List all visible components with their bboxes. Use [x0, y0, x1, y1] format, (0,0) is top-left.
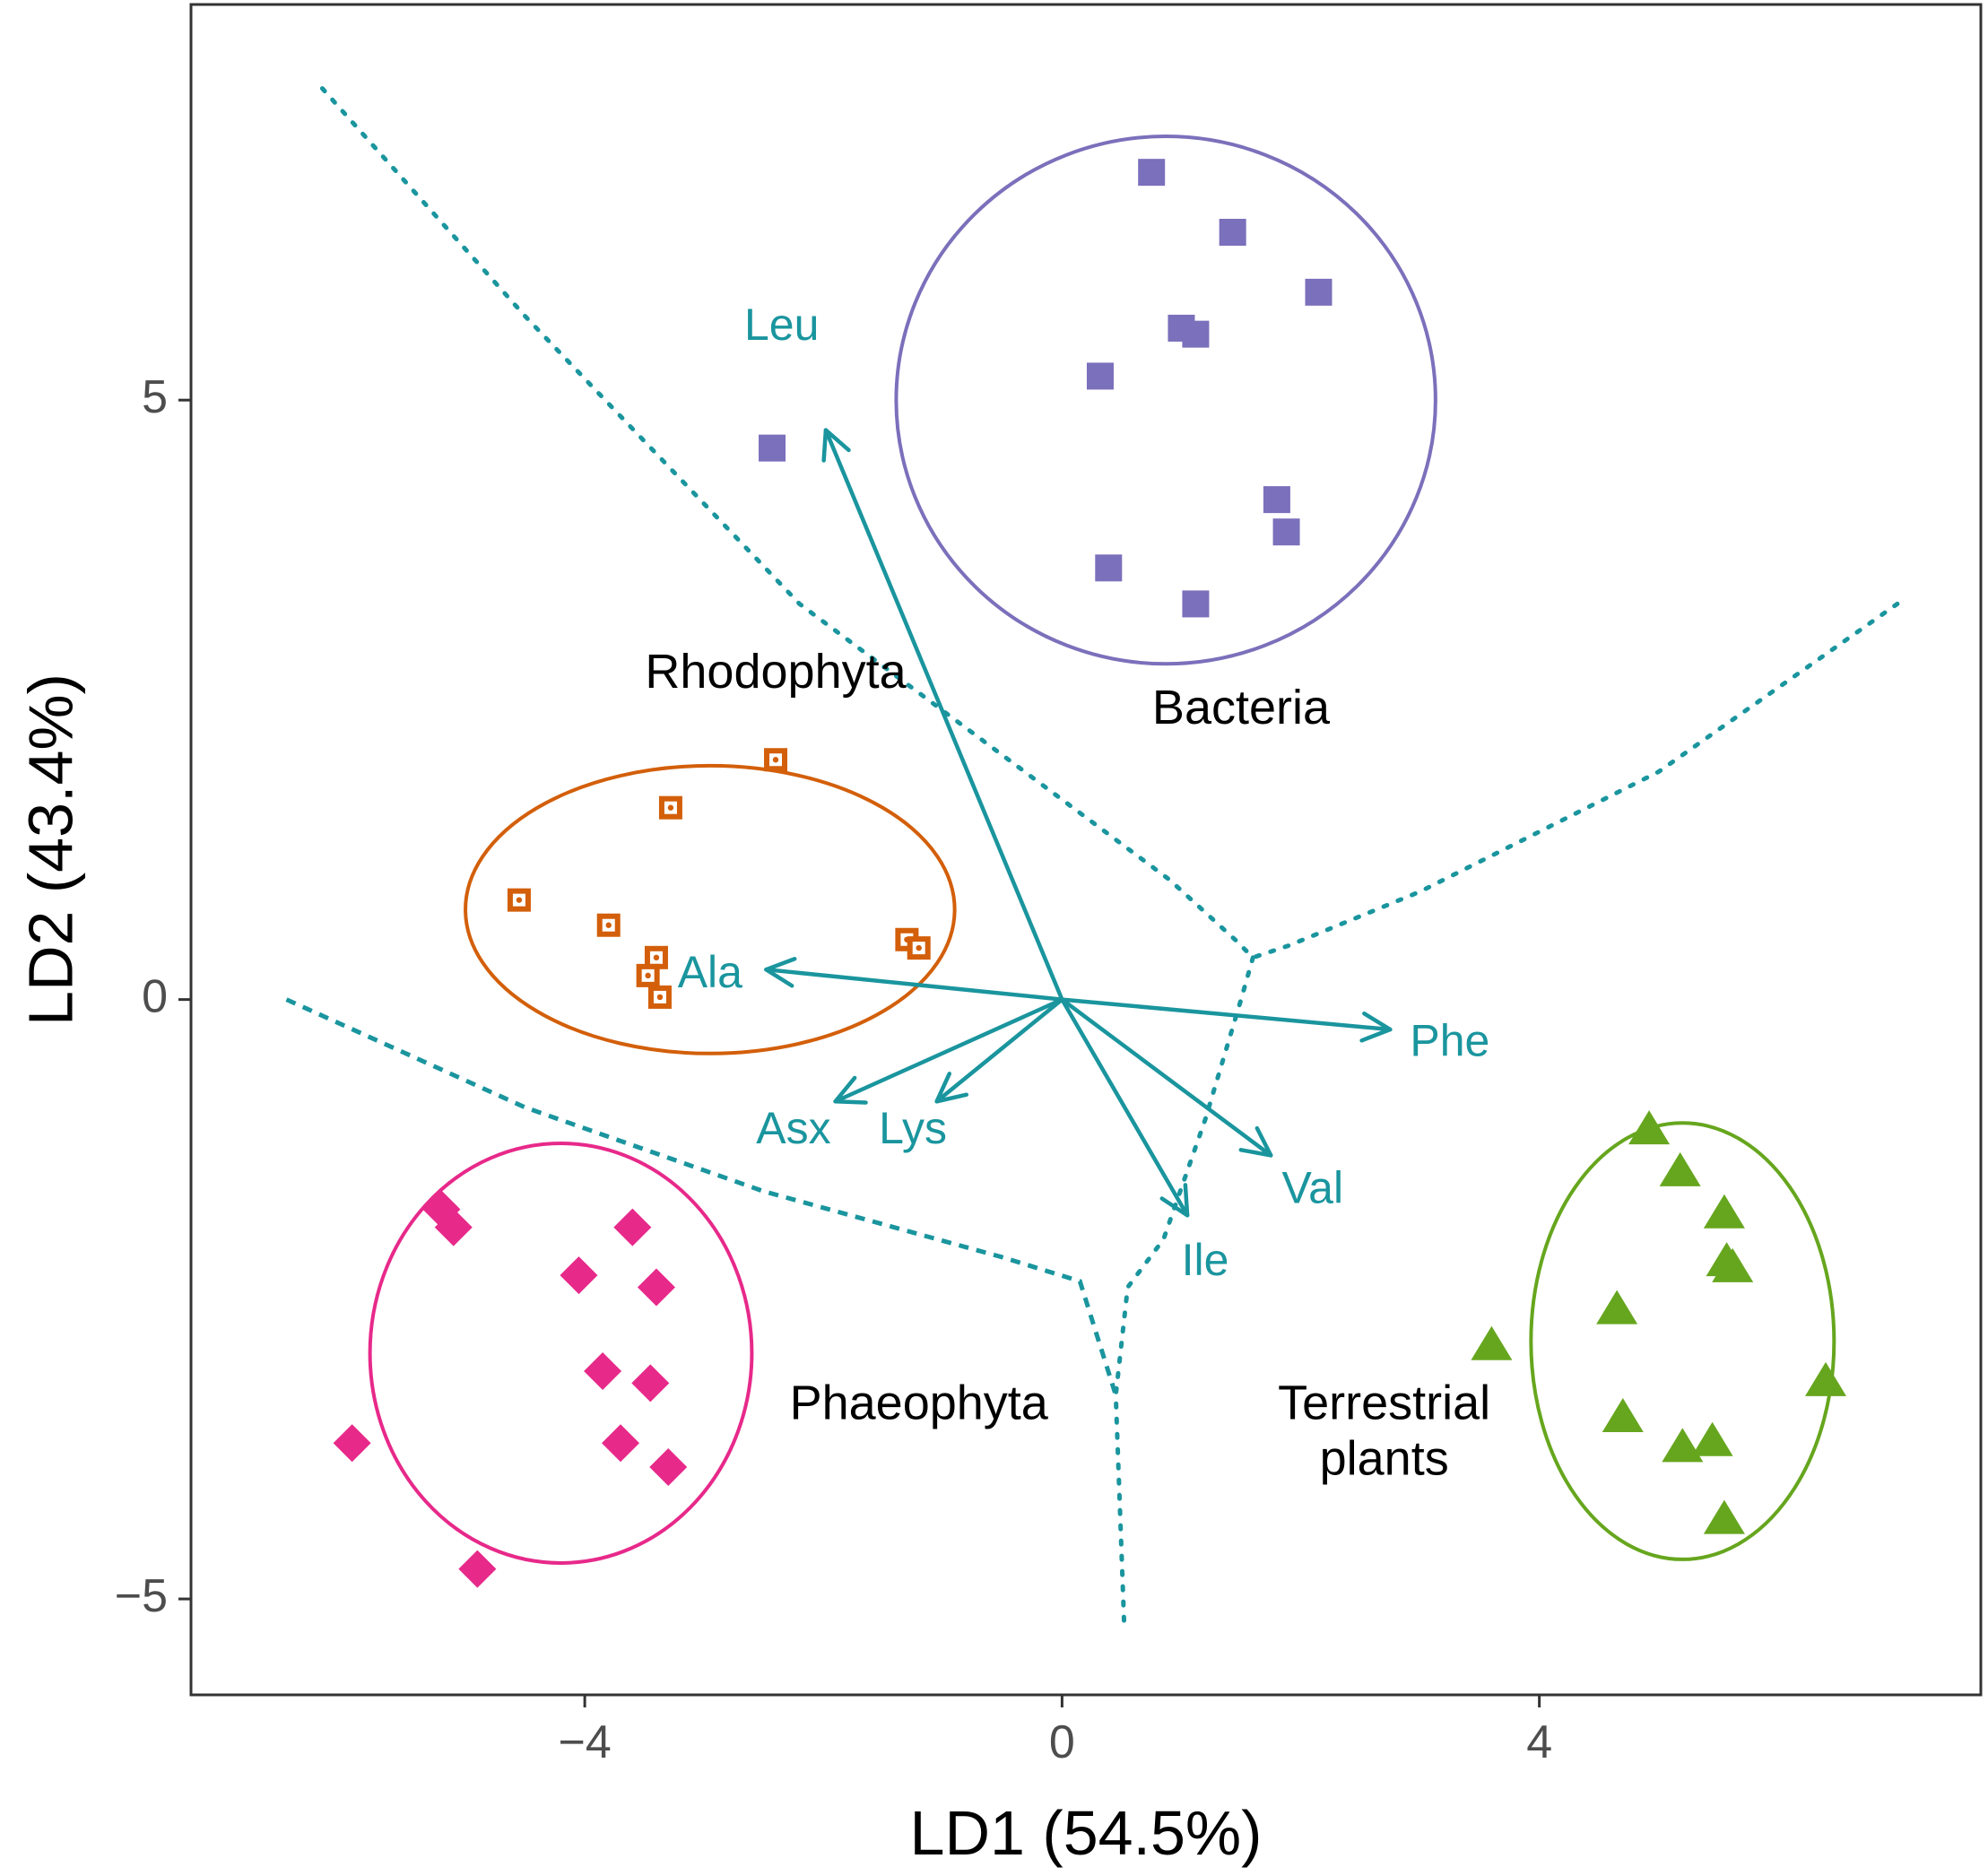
val-loading-arrow — [1060, 997, 1273, 1158]
phaeophyta-point-5 — [637, 1268, 675, 1307]
rhodophyta-point-4-dot — [605, 922, 612, 928]
bacteria-point-11 — [1182, 590, 1210, 618]
ala-loading-label: Ala — [678, 947, 742, 997]
loading-arrows: Leu Ala Phe Asx Lys Val Ile — [678, 300, 1490, 1285]
rhodophyta-point-7-dot — [653, 954, 660, 961]
decision-boundaries — [285, 86, 1900, 1626]
rhodophyta-point-9-dot — [656, 994, 664, 1001]
leu-arrowhead — [821, 428, 851, 463]
rhodophyta-point-6-dot — [916, 944, 922, 951]
phaeophyta-point-9 — [649, 1447, 688, 1486]
boundary-line-3 — [1113, 955, 1255, 1626]
rhodophyta-point-3-dot — [516, 897, 523, 903]
x-tick-label: 0 — [1049, 1716, 1075, 1768]
rhodophyta-label: Rhodophyta — [645, 645, 907, 699]
group-ellipses — [368, 135, 1836, 1565]
terrestrial-plants-point-8 — [1805, 1361, 1847, 1396]
terrestrial-plants-point-1 — [1628, 1110, 1671, 1145]
axes: −4 0 4 −5 0 5 — [115, 371, 1552, 1768]
val-arrowhead — [1238, 1125, 1273, 1158]
phaeophyta-point-7 — [631, 1364, 670, 1403]
bacteria-point-5 — [1182, 320, 1210, 348]
phaeophyta-point-2 — [434, 1208, 473, 1246]
boundary-line-4 — [285, 997, 1118, 1396]
rhodophyta-point-8-dot — [645, 972, 651, 979]
data-points — [333, 159, 1847, 1588]
y-tick-label: −5 — [115, 1570, 168, 1622]
leu-loading-label: Leu — [744, 300, 819, 350]
terrestrial-plants-point-9 — [1602, 1397, 1644, 1432]
ile-loading-label: Ile — [1182, 1235, 1229, 1285]
ile-arrowhead — [1159, 1183, 1190, 1218]
lys-arrowhead — [934, 1072, 969, 1104]
terrestrial-plants-ellipse — [1529, 1121, 1836, 1561]
asx-loading-label: Asx — [756, 1103, 830, 1153]
terrestrial-plants-label: Terrestrial plants — [1278, 1377, 1490, 1486]
rhodophyta-point-1-dot — [772, 757, 779, 763]
terrestrial-plants-label-line-2: plants — [1320, 1432, 1449, 1486]
boundary-line-1 — [319, 86, 1255, 960]
y-tick-label: 0 — [142, 970, 168, 1022]
phaeophyta-point-6 — [584, 1352, 622, 1391]
panel-border — [189, 3, 1983, 1697]
rhodophyta-point-1 — [764, 748, 788, 772]
rhodophyta-point-8 — [636, 963, 660, 987]
rhodophyta-point-2 — [658, 795, 682, 820]
terrestrial-plants-label-line-1: Terrestrial — [1278, 1377, 1490, 1430]
phaeophyta-point-8 — [602, 1424, 640, 1463]
terrestrial-plants-point-11 — [1691, 1421, 1733, 1456]
phe-loading-label: Phe — [1410, 1015, 1489, 1065]
ala-loading-arrow — [764, 967, 1064, 1002]
bacteria-point-2 — [1219, 219, 1246, 247]
bacteria-point-8 — [1263, 486, 1290, 514]
bacteria-point-10 — [1095, 554, 1123, 582]
terrestrial-plants-point-5 — [1706, 1242, 1748, 1277]
terrestrial-plants-point-3 — [1703, 1194, 1745, 1229]
terrestrial-plants-point-10 — [1662, 1428, 1704, 1463]
phaeophyta-point-4 — [560, 1256, 598, 1295]
rhodophyta-point-3 — [507, 888, 531, 912]
bacteria-ellipse — [894, 135, 1437, 666]
x-tick-label: 4 — [1526, 1716, 1552, 1768]
phaeophyta-point-10 — [333, 1424, 371, 1463]
terrestrial-plants-point-12 — [1703, 1499, 1745, 1534]
terrestrial-plants-point-7 — [1471, 1325, 1513, 1360]
bacteria-label: Bacteria — [1152, 681, 1331, 734]
bacteria-point-6 — [1086, 362, 1114, 390]
phaeophyta-point-11 — [458, 1550, 497, 1588]
asx-loading-arrow — [833, 997, 1064, 1104]
terrestrial-plants-point-6 — [1596, 1290, 1638, 1324]
phaeophyta-label: Phaeophyta — [790, 1377, 1049, 1430]
bacteria-point-7 — [759, 434, 786, 462]
phaeophyta-ellipse — [368, 1142, 754, 1565]
phe-loading-arrow — [1060, 997, 1393, 1032]
leu-loading-arrow — [823, 428, 1064, 1002]
rhodophyta-point-6 — [907, 936, 931, 960]
lys-loading-label: Lys — [879, 1103, 947, 1153]
rhodophyta-point-9 — [647, 985, 672, 1009]
rhodophyta-point-4 — [596, 913, 621, 937]
terrestrial-plants-point-2 — [1659, 1151, 1701, 1186]
ile-loading-arrow — [1060, 997, 1190, 1218]
x-tick-label: −4 — [558, 1716, 611, 1768]
ala-arrowhead — [764, 956, 797, 988]
bacteria-point-9 — [1272, 518, 1300, 546]
y-axis-title: LD2 (43.4%) — [15, 673, 85, 1026]
group-labels: Bacteria Rhodophyta Phaeophyta Terrestrial p… — [645, 645, 1490, 1486]
phaeophyta-point-3 — [613, 1208, 652, 1246]
x-axis-title: LD1 (54.5%) — [910, 1798, 1263, 1868]
phe-arrowhead — [1359, 1011, 1393, 1043]
lys-loading-arrow — [934, 997, 1064, 1104]
rhodophyta-point-2-dot — [667, 804, 674, 811]
y-tick-label: 5 — [142, 371, 168, 423]
bacteria-point-1 — [1138, 159, 1166, 187]
rhodophyta-ellipse — [464, 763, 957, 1055]
asx-arrowhead — [833, 1075, 868, 1105]
val-loading-label: Val — [1282, 1163, 1344, 1213]
bacteria-point-3 — [1305, 278, 1333, 306]
